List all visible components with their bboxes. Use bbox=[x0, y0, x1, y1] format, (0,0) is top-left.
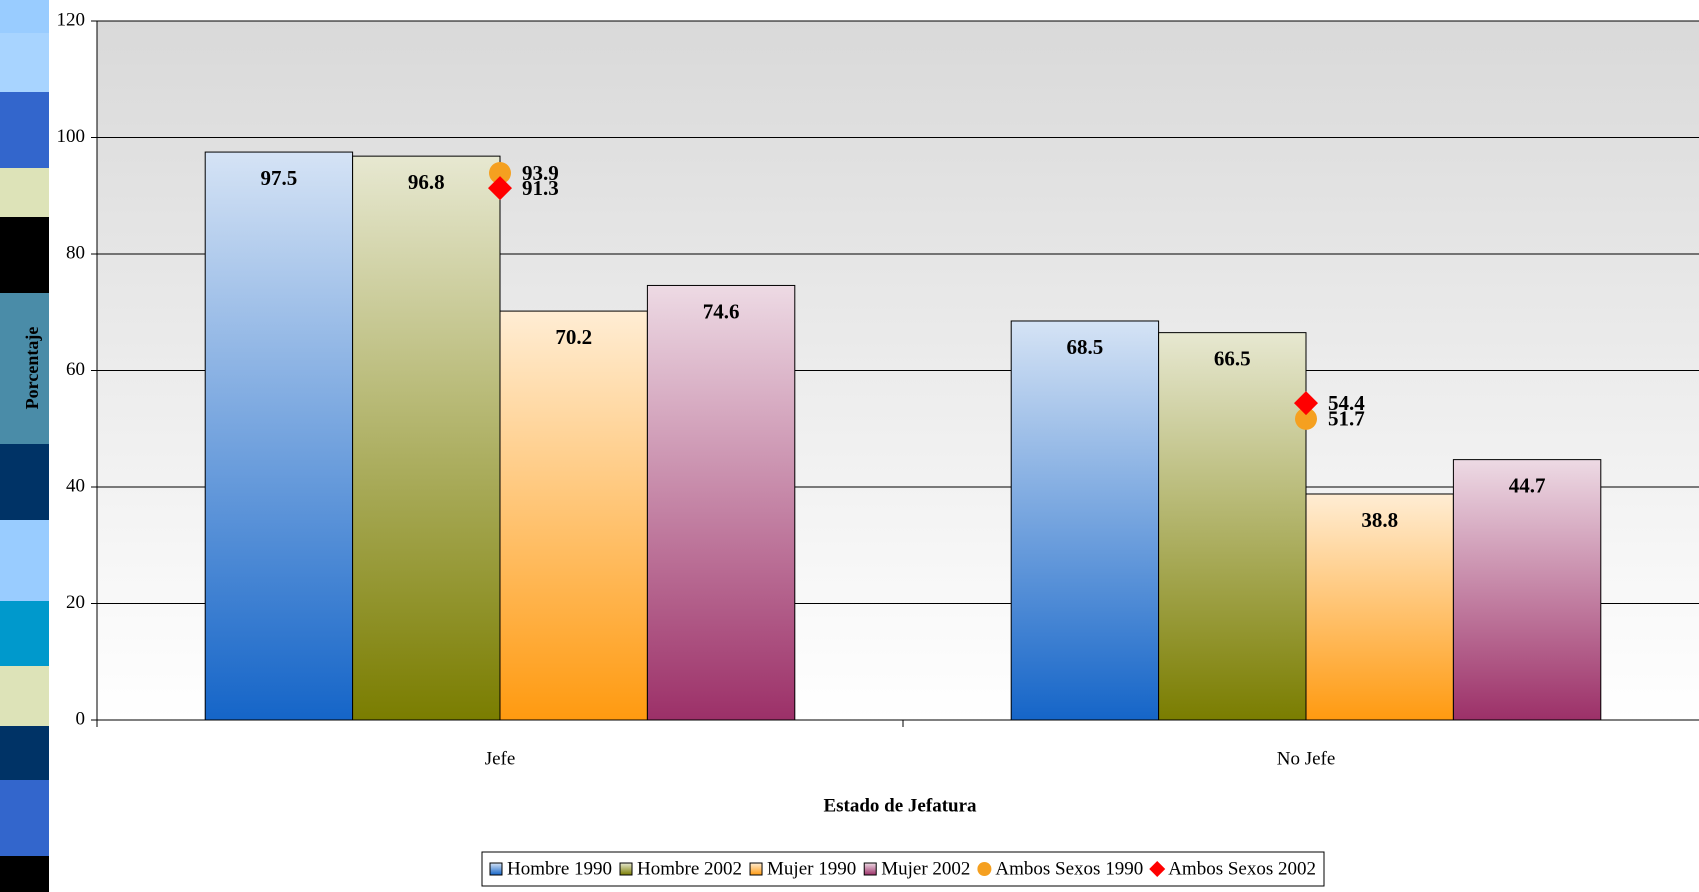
bar bbox=[352, 155, 501, 721]
marker bbox=[489, 162, 511, 185]
bar bbox=[204, 151, 354, 721]
x-tick-label: Jefe bbox=[485, 748, 516, 769]
bar bbox=[1305, 493, 1454, 721]
y-tick-label: 0 bbox=[76, 708, 86, 729]
bar-label: 38.8 bbox=[1361, 508, 1398, 532]
y-tick-label: 40 bbox=[66, 475, 85, 496]
legend-swatch bbox=[749, 862, 763, 876]
marker bbox=[1294, 391, 1318, 416]
legend-label: Hombre 1990 bbox=[507, 858, 612, 879]
legend-swatch bbox=[619, 862, 633, 876]
y-axis-title: Porcentaje bbox=[22, 327, 42, 410]
legend-box bbox=[481, 851, 1325, 887]
bar-label: 66.5 bbox=[1214, 346, 1251, 370]
marker-label: 54.4 bbox=[1328, 391, 1365, 415]
bar-label: 68.5 bbox=[1067, 335, 1104, 359]
legend-label: Hombre 2002 bbox=[637, 858, 742, 879]
bar-label: 44.7 bbox=[1509, 473, 1546, 497]
bar bbox=[1010, 320, 1160, 721]
bar-label: 96.8 bbox=[408, 170, 445, 194]
legend-swatch bbox=[489, 862, 503, 876]
legend-swatch bbox=[977, 862, 992, 876]
y-tick-label: 80 bbox=[66, 242, 85, 263]
x-axis-title: Estado de Jefatura bbox=[823, 795, 977, 816]
bar bbox=[1158, 332, 1307, 721]
bar bbox=[499, 310, 648, 721]
legend: Hombre 1990 Hombre 2002 Mujer 1990 Mujer 20… bbox=[481, 851, 1325, 887]
legend-swatch bbox=[863, 862, 877, 876]
legend-label: Ambos Sexos 1990 bbox=[995, 858, 1143, 879]
y-tick-label: 120 bbox=[57, 9, 86, 30]
y-tick-label: 100 bbox=[57, 126, 86, 147]
bar-label: 70.2 bbox=[555, 325, 592, 349]
bar-label: 97.5 bbox=[261, 166, 298, 190]
bar bbox=[1452, 459, 1602, 721]
marker-label: 91.3 bbox=[522, 176, 559, 200]
legend-label: Ambos Sexos 2002 bbox=[1168, 858, 1316, 879]
legend-label: Mujer 1990 bbox=[767, 858, 856, 879]
legend-label: Mujer 2002 bbox=[881, 858, 970, 879]
marker bbox=[488, 176, 512, 201]
marker-label: 93.9 bbox=[522, 161, 559, 185]
y-tick-label: 60 bbox=[66, 359, 85, 380]
bar-label: 74.6 bbox=[703, 299, 740, 323]
marker bbox=[1295, 407, 1317, 430]
bar bbox=[646, 284, 796, 721]
x-tick-label: No Jefe bbox=[1277, 748, 1336, 769]
marker-label: 51.7 bbox=[1328, 407, 1365, 431]
legend-swatch bbox=[1149, 861, 1166, 877]
side-decoration bbox=[0, 0, 49, 892]
y-tick-label: 20 bbox=[66, 592, 85, 613]
